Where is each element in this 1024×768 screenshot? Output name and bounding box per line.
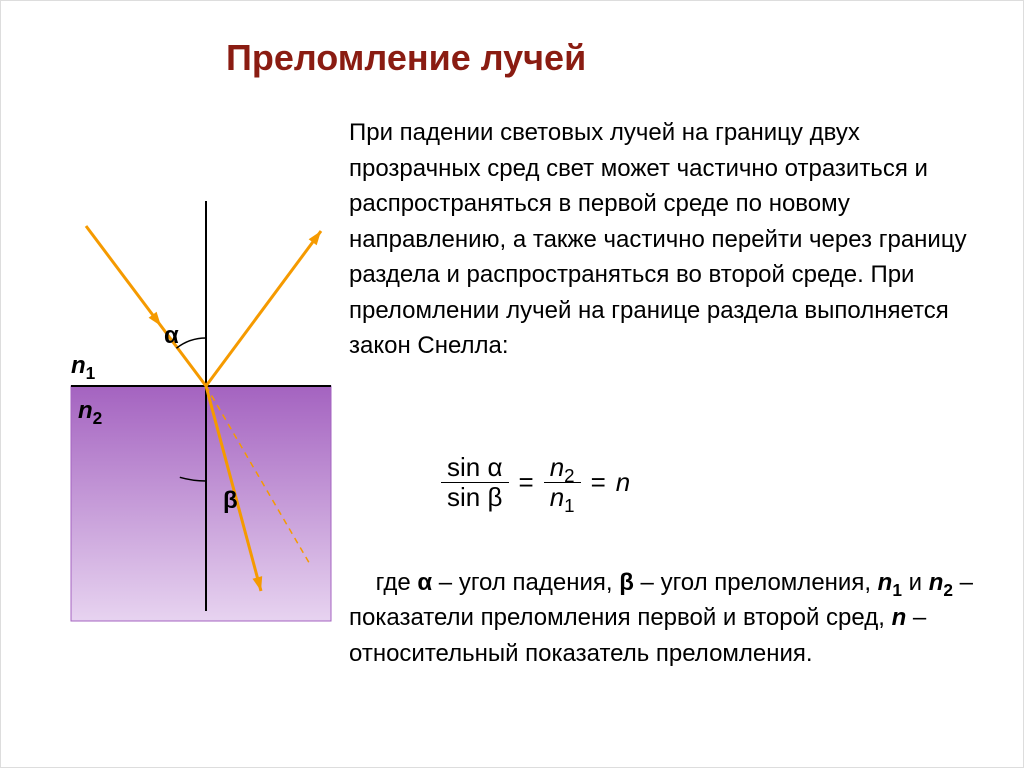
paragraph-intro: При падении световых лучей на границу дв… — [349, 115, 989, 364]
equals-1: = — [519, 467, 534, 498]
refraction-diagram: αβn1n2 — [51, 171, 341, 631]
equals-2: = — [591, 467, 606, 498]
where-explanation: где α – угол падения, β – угол преломлен… — [349, 529, 989, 707]
numerator-n2: n2 — [544, 453, 581, 482]
page-title: Преломление лучей — [226, 37, 586, 79]
fraction-indices: n2 n1 — [544, 453, 581, 511]
result-n: n — [616, 467, 630, 498]
slide: Преломление лучей При падении световых л… — [0, 0, 1024, 768]
snell-formula: sin α sin β = n2 n1 = n — [441, 453, 630, 511]
denominator-sin-beta: sin β — [441, 483, 508, 512]
fraction-sines: sin α sin β — [441, 453, 509, 511]
numerator-sin-alpha: sin α — [441, 453, 509, 482]
denominator-n1: n1 — [544, 483, 581, 512]
